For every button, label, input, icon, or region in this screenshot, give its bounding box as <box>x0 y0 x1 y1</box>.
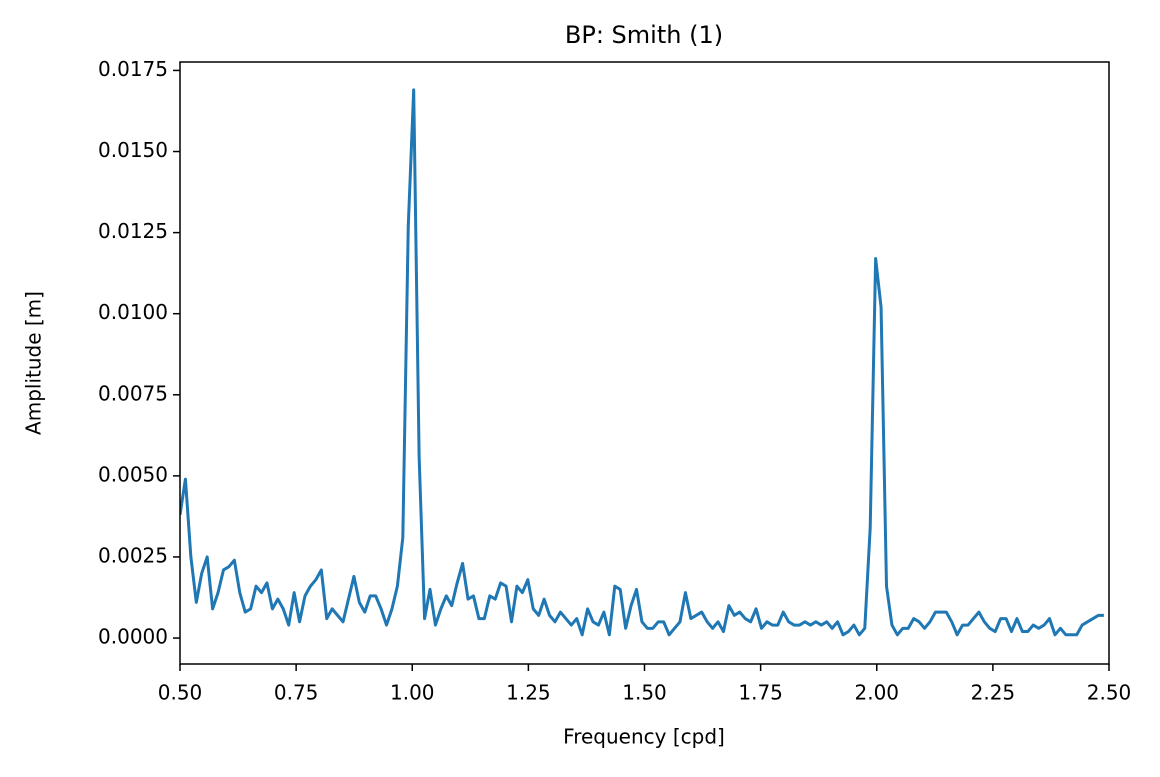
y-tick-label: 0.0025 <box>98 543 168 567</box>
y-tick-label: 0.0125 <box>98 219 168 243</box>
data-line <box>180 88 1104 637</box>
y-axis-label: Amplitude [m] <box>22 291 46 435</box>
y-tick-label: 0.0050 <box>98 462 168 486</box>
x-tick-label: 0.50 <box>158 681 203 705</box>
y-tick-label: 0.0000 <box>98 625 168 649</box>
x-tick-label: 2.00 <box>854 681 899 705</box>
x-tick-label: 2.25 <box>971 681 1016 705</box>
x-tick-label: 1.50 <box>622 681 667 705</box>
x-tick-label: 1.25 <box>506 681 551 705</box>
y-tick-label: 0.0150 <box>98 138 168 162</box>
x-tick-label: 2.50 <box>1087 681 1132 705</box>
x-axis-label: Frequency [cpd] <box>563 725 725 749</box>
x-tick-label: 1.75 <box>738 681 783 705</box>
y-tick-label: 0.0100 <box>98 300 168 324</box>
x-tick-label: 1.00 <box>390 681 435 705</box>
y-tick-label: 0.0075 <box>98 381 168 405</box>
y-tick-label: 0.0175 <box>98 57 168 81</box>
x-tick-label: 0.75 <box>274 681 319 705</box>
chart-title: BP: Smith (1) <box>565 21 723 49</box>
plot-area <box>180 88 1104 637</box>
